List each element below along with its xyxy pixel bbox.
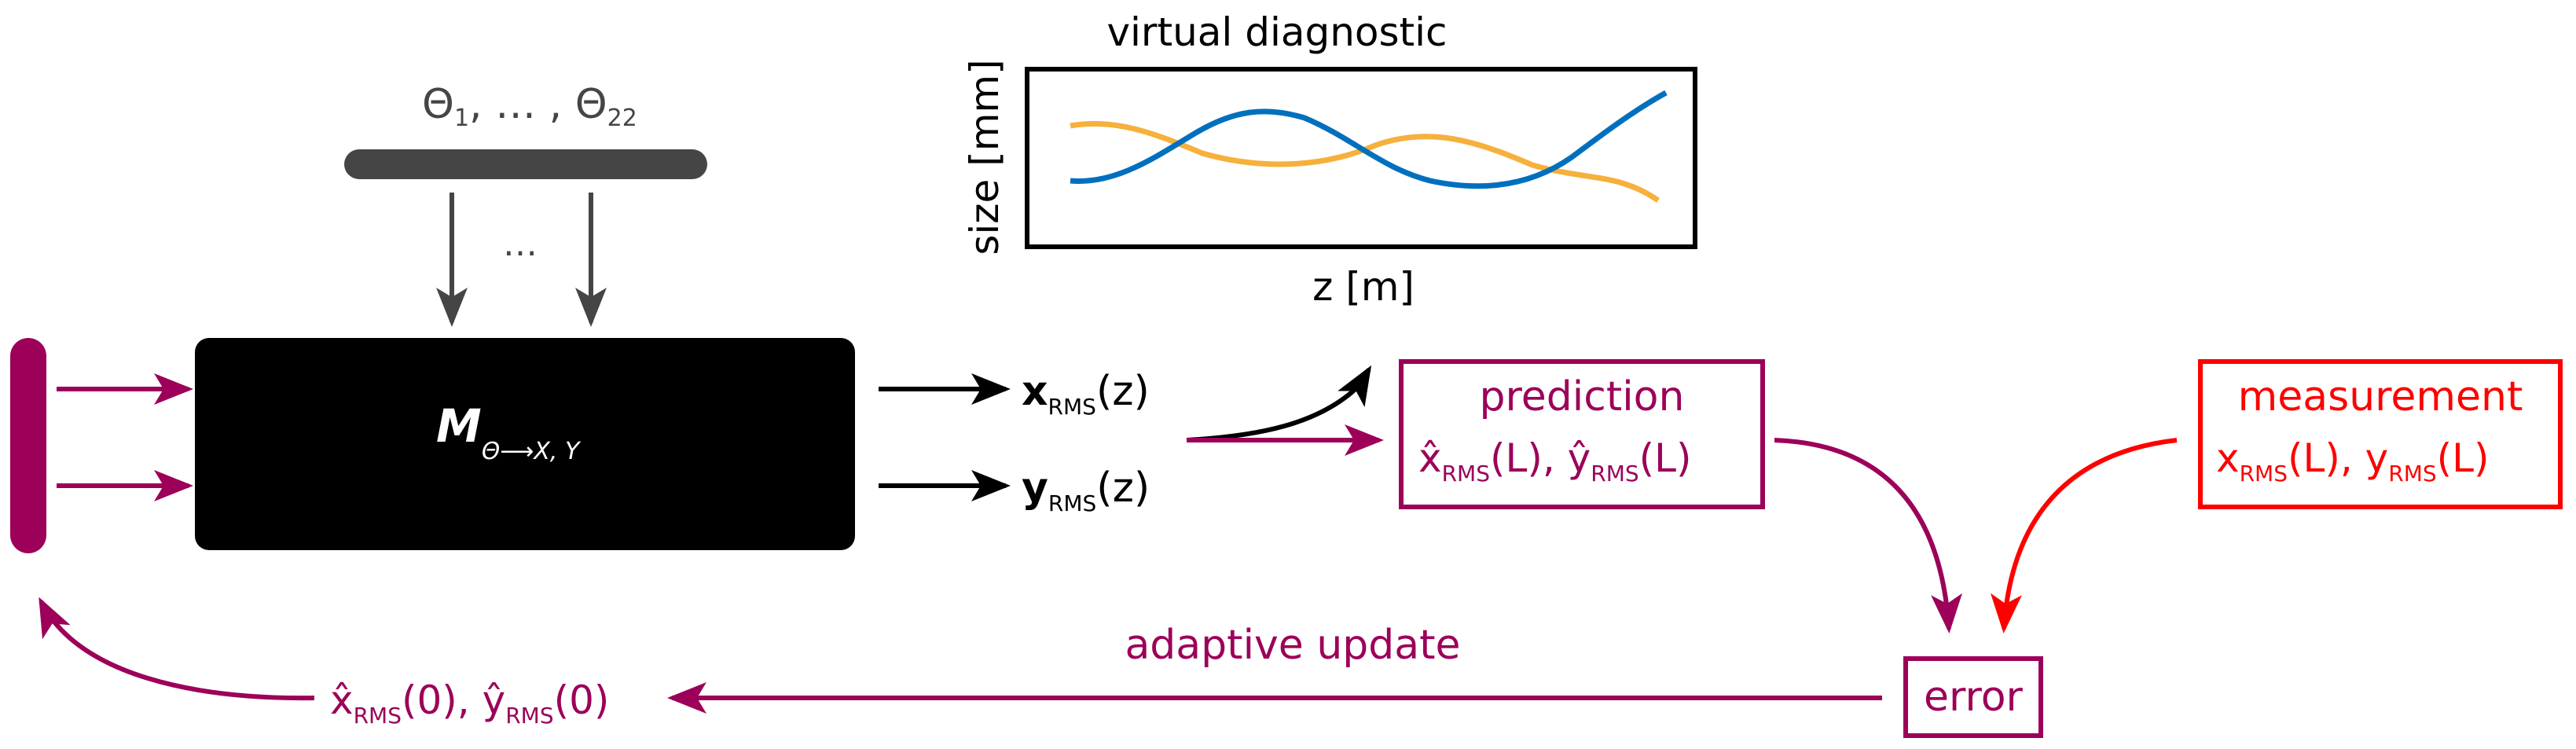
output-x-rms: xRMS(z) bbox=[1022, 368, 1150, 420]
diagnostic-title: virtual diagnostic bbox=[1106, 9, 1447, 55]
diagnostic-curve-orange bbox=[1070, 120, 1660, 203]
prediction-box bbox=[1399, 359, 1765, 509]
prediction-values: x̂RMS(L), ŷRMS(L) bbox=[1418, 435, 1692, 486]
output-y-rms: yRMS(z) bbox=[1022, 464, 1150, 516]
measurement-box bbox=[2198, 359, 2563, 509]
initial-values: x̂RMS(0), ŷRMS(0) bbox=[330, 677, 609, 729]
parameter-bar bbox=[344, 149, 707, 179]
diagnostic-curve-blue bbox=[1070, 90, 1668, 189]
arrow-to-input-bar bbox=[39, 597, 315, 701]
prediction-title: prediction bbox=[1480, 373, 1685, 420]
diagnostic-ylabel: size [mm] bbox=[962, 59, 1007, 255]
adaptive-update-label: adaptive update bbox=[1125, 622, 1460, 669]
arrow-prediction-to-error bbox=[1774, 438, 1963, 633]
measurement-title: measurement bbox=[2238, 373, 2523, 420]
arrow-to-diagnostic-shaft bbox=[1186, 383, 1362, 442]
parameter-ellipsis: … bbox=[503, 224, 538, 264]
error-box bbox=[1903, 656, 2043, 738]
model-symbol: MΘ⟶X, Y bbox=[436, 399, 582, 465]
error-label: error bbox=[1924, 674, 2024, 721]
arrow-to-diagnostic bbox=[1338, 365, 1372, 408]
parameters-label: Θ1, … , Θ22 bbox=[422, 81, 637, 132]
arrow-measurement-to-error bbox=[1990, 438, 2178, 633]
input-bar bbox=[10, 338, 46, 553]
diagnostic-xlabel: z [m] bbox=[1312, 264, 1415, 310]
model-block bbox=[195, 338, 855, 550]
measurement-values: xRMS(L), yRMS(L) bbox=[2216, 435, 2490, 486]
diagnostic-plot-frame bbox=[1025, 67, 1697, 249]
